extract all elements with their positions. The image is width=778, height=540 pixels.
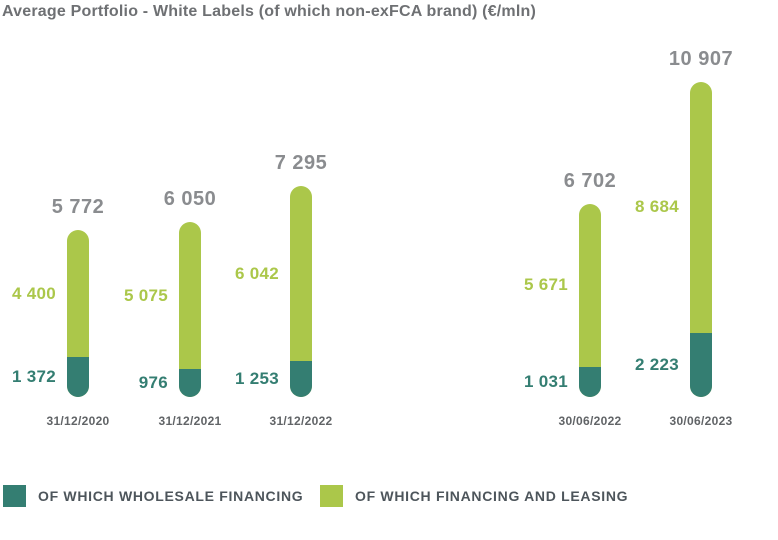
bar-segment-wholesale (690, 332, 712, 397)
chart-title: Average Portfolio - White Labels (of whi… (2, 3, 537, 20)
wholesale-swatch-icon (3, 485, 26, 507)
total-value-label: 6 050 (163, 188, 217, 211)
wholesale-value-label: 1 253 (234, 368, 279, 388)
total-value-label: 10 907 (668, 48, 734, 70)
bar-31-12-2022 (290, 186, 312, 397)
bar-30-06-2022 (579, 203, 601, 397)
total-value-label: 6 702 (563, 169, 617, 192)
bar-31-12-2021 (179, 222, 201, 397)
leasing-value-label: 8 684 (634, 197, 679, 217)
leasing-value-label: 4 400 (11, 283, 56, 303)
leasing-value-label: 6 042 (234, 263, 279, 283)
leasing-value-label: 5 671 (523, 275, 568, 295)
wholesale-value-label: 2 223 (634, 354, 679, 374)
x-axis-date-label: 30/06/2023 (669, 414, 733, 428)
bar-31-12-2020 (67, 230, 89, 397)
financing-swatch-icon (320, 485, 343, 507)
legend-label: OF WHICH FINANCING AND LEASING (355, 488, 629, 504)
legend-label: OF WHICH WHOLESALE FINANCING (38, 488, 304, 504)
bar-segment-wholesale (579, 367, 601, 397)
wholesale-value-label: 976 (138, 372, 168, 392)
wholesale-value-label: 1 031 (523, 372, 568, 392)
bar-segment-wholesale (290, 360, 312, 397)
legend-item-1: OF WHICH FINANCING AND LEASING (320, 485, 628, 507)
wholesale-value-label: 1 372 (11, 367, 56, 387)
bar-segment-wholesale (179, 368, 201, 397)
x-axis-date-label: 30/06/2022 (558, 414, 622, 428)
chart-legend: OF WHICH WHOLESALE FINANCING OF WHICH FIN… (0, 485, 778, 509)
x-axis-date-label: 31/12/2021 (158, 414, 222, 428)
bar-30-06-2023 (690, 82, 712, 397)
bar-segment-wholesale (67, 357, 89, 397)
x-axis-date-label: 31/12/2022 (269, 414, 333, 428)
x-axis-date-label: 31/12/2020 (46, 414, 110, 428)
total-value-label: 7 295 (274, 152, 328, 175)
legend-item-0: OF WHICH WHOLESALE FINANCING (3, 485, 303, 507)
leasing-value-label: 5 075 (123, 285, 168, 305)
total-value-label: 5 772 (51, 196, 105, 219)
